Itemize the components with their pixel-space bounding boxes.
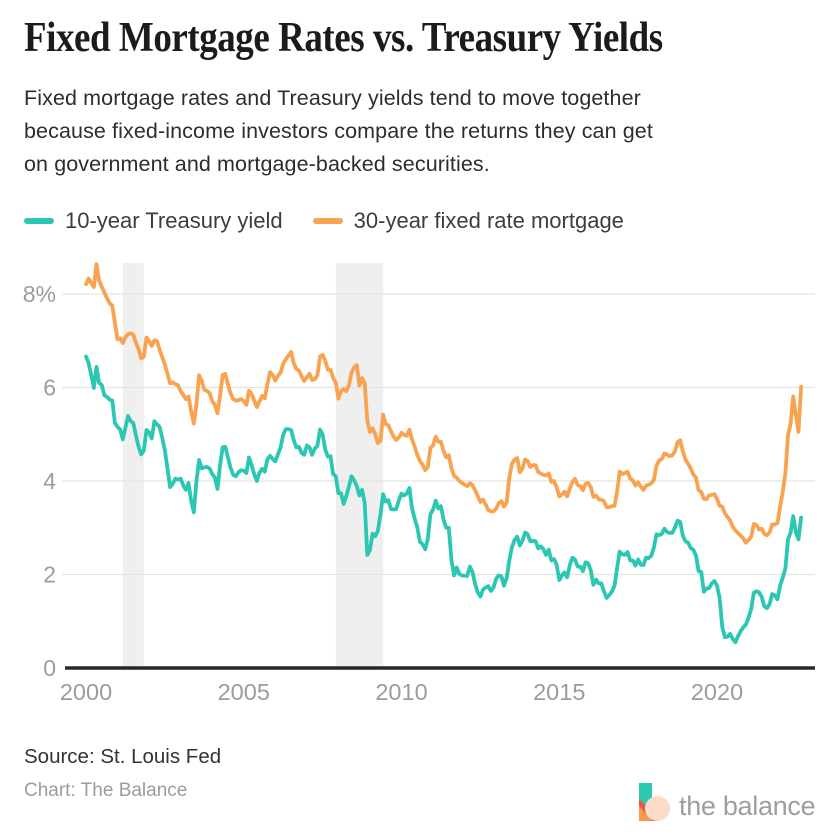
page-title: Fixed Mortgage Rates vs. Treasury Yields [24, 15, 663, 61]
legend-label-treasury: 10-year Treasury yield [65, 208, 283, 233]
legend-item-treasury: 10-year Treasury yield [24, 208, 283, 234]
y-axis-label: 4 [43, 468, 56, 494]
recession-band [335, 263, 384, 668]
the-balance-logo[interactable]: the balance [634, 779, 824, 827]
treasury-line-swatch [24, 218, 54, 224]
y-axis-label: 2 [43, 562, 56, 588]
logo-peach-circle [645, 796, 670, 821]
description-line-1: Fixed mortgage rates and Treasury yields… [24, 86, 641, 110]
mortgage-line-swatch [312, 218, 343, 224]
x-axis-label: 2000 [60, 679, 112, 705]
y-axis-label: 6 [43, 375, 56, 401]
chart-description: Fixed mortgage rates and Treasury yields… [24, 82, 653, 181]
x-axis-label: 2020 [691, 679, 743, 705]
description-line-3: on government and mortgage-backed securi… [24, 152, 490, 176]
series-line-0 [84, 354, 803, 645]
y-axis-label: 0 [43, 655, 56, 681]
the-balance-logo-text: the balance [679, 790, 816, 821]
legend-label-mortgage: 30-year fixed rate mortgage [353, 208, 624, 233]
source-text: Source: St. Louis Fed [24, 745, 222, 768]
the-balance-logo-icon [639, 783, 670, 821]
credit-text: Chart: The Balance [24, 780, 188, 801]
x-axis-label: 2015 [533, 679, 585, 705]
x-axis-label: 2005 [218, 679, 270, 705]
legend-item-mortgage: 30-year fixed rate mortgage [312, 208, 624, 234]
series-line-1 [84, 262, 803, 545]
x-axis-label: 2010 [375, 679, 427, 705]
description-line-2: because fixed-income investors compare t… [24, 119, 653, 143]
y-axis-label: 8% [23, 281, 56, 307]
chart-legend: 10-year Treasury yield 30-year fixed rat… [24, 208, 624, 234]
recession-band [122, 263, 144, 668]
